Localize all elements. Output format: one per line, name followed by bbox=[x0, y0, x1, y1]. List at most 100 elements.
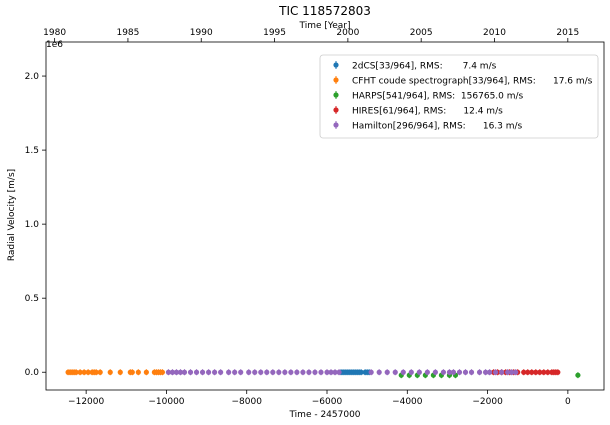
data-point bbox=[246, 369, 252, 375]
legend-label: Hamilton[296/964], RMS: 16.3 m/s bbox=[352, 122, 523, 132]
plot-marks bbox=[65, 369, 581, 379]
legend-marker bbox=[333, 92, 339, 98]
top-x-tick-label: 1985 bbox=[116, 28, 139, 38]
data-point bbox=[264, 369, 270, 375]
data-point bbox=[107, 369, 113, 375]
legend-label: HIRES[61/964], RMS: 12.4 m/s bbox=[352, 107, 503, 117]
data-point bbox=[332, 369, 338, 375]
data-point bbox=[368, 369, 374, 375]
data-point bbox=[258, 369, 264, 375]
top-x-tick-label: 1990 bbox=[190, 28, 213, 38]
x-tick-label: −2000 bbox=[472, 397, 503, 407]
legend-label: HARPS[541/964], RMS: 156765.0 m/s bbox=[352, 92, 524, 102]
data-point bbox=[232, 369, 238, 375]
data-point bbox=[440, 369, 447, 375]
data-point bbox=[117, 369, 123, 375]
data-point bbox=[537, 369, 543, 375]
data-point bbox=[513, 369, 519, 375]
data-point bbox=[252, 369, 258, 375]
data-point bbox=[541, 369, 547, 375]
data-point bbox=[424, 369, 430, 375]
data-point bbox=[318, 369, 324, 375]
data-point bbox=[165, 369, 172, 375]
legend: 2dCS[33/964], RMS: 7.4 m/s CFHT coude spe… bbox=[319, 54, 599, 139]
data-point bbox=[336, 369, 342, 375]
data-point bbox=[300, 369, 306, 375]
legend-marker bbox=[333, 107, 339, 113]
series-4 bbox=[165, 369, 519, 376]
data-point bbox=[193, 369, 200, 375]
data-point bbox=[476, 369, 483, 375]
top-x-tick-label: 2010 bbox=[483, 28, 506, 38]
legend-label: CFHT coude spectrograph[33/964], RMS: 17… bbox=[352, 77, 593, 87]
data-point bbox=[226, 369, 232, 375]
legend-box bbox=[319, 54, 599, 139]
data-point bbox=[392, 369, 398, 375]
data-point bbox=[205, 369, 212, 375]
data-point bbox=[521, 369, 527, 375]
data-point bbox=[482, 369, 489, 375]
data-point bbox=[73, 369, 79, 375]
data-point bbox=[276, 369, 282, 375]
x-axis-label: Time - 2457000 bbox=[288, 410, 360, 420]
y-tick-label: 2.0 bbox=[25, 72, 40, 82]
data-point bbox=[400, 369, 406, 375]
data-point bbox=[505, 369, 511, 375]
data-point bbox=[135, 369, 141, 375]
data-point bbox=[81, 369, 87, 375]
top-x-tick-label: 2000 bbox=[336, 28, 359, 38]
data-point bbox=[416, 369, 422, 375]
top-x-tick-label: 1980 bbox=[43, 28, 66, 38]
x-tick-label: −6000 bbox=[312, 397, 343, 407]
data-point bbox=[358, 369, 364, 375]
legend-label: 2dCS[33/964], RMS: 7.4 m/s bbox=[352, 62, 497, 72]
data-point bbox=[525, 369, 531, 375]
data-point bbox=[93, 369, 99, 375]
data-point bbox=[238, 369, 244, 375]
data-point bbox=[169, 369, 176, 375]
data-point bbox=[97, 369, 103, 375]
data-point bbox=[456, 369, 463, 375]
data-point bbox=[85, 369, 91, 375]
data-point bbox=[270, 369, 276, 375]
data-point bbox=[468, 369, 475, 375]
plot-frame bbox=[45, 41, 605, 391]
x-tick-label: −8000 bbox=[231, 397, 262, 407]
data-point bbox=[384, 369, 390, 375]
x-tick-label: −4000 bbox=[392, 397, 423, 407]
data-point bbox=[199, 369, 206, 375]
data-point bbox=[408, 369, 414, 375]
y-tick-label: 0.5 bbox=[25, 294, 39, 304]
data-point bbox=[376, 369, 382, 375]
data-point bbox=[294, 369, 300, 375]
data-point bbox=[306, 369, 312, 375]
data-point bbox=[324, 369, 330, 375]
x-tick-label: 0 bbox=[565, 397, 571, 407]
data-point bbox=[328, 369, 334, 375]
legend-marker bbox=[333, 62, 339, 68]
legend-marker bbox=[333, 122, 339, 128]
data-point bbox=[187, 369, 194, 375]
data-point bbox=[177, 369, 184, 375]
top-axis-label: Time [Year] bbox=[299, 21, 351, 31]
data-point bbox=[462, 369, 469, 375]
y-tick-label: 0.0 bbox=[25, 368, 40, 378]
data-point bbox=[282, 369, 288, 375]
top-x-tick-label: 2005 bbox=[410, 28, 433, 38]
data-point bbox=[212, 369, 218, 375]
y-offset-label: 1e6 bbox=[46, 40, 63, 50]
top-x-tick-label: 1995 bbox=[263, 28, 286, 38]
x-tick-label: −12000 bbox=[68, 397, 104, 407]
data-point bbox=[432, 369, 438, 375]
data-point bbox=[77, 369, 83, 375]
data-point bbox=[529, 369, 535, 375]
data-point bbox=[450, 369, 457, 375]
y-axis-label: Radial Velocity [m/s] bbox=[7, 169, 17, 261]
data-point bbox=[129, 369, 135, 375]
data-point bbox=[575, 372, 581, 378]
data-point bbox=[173, 369, 180, 375]
data-point bbox=[446, 369, 453, 375]
series-1 bbox=[65, 369, 166, 376]
data-point bbox=[288, 369, 294, 375]
